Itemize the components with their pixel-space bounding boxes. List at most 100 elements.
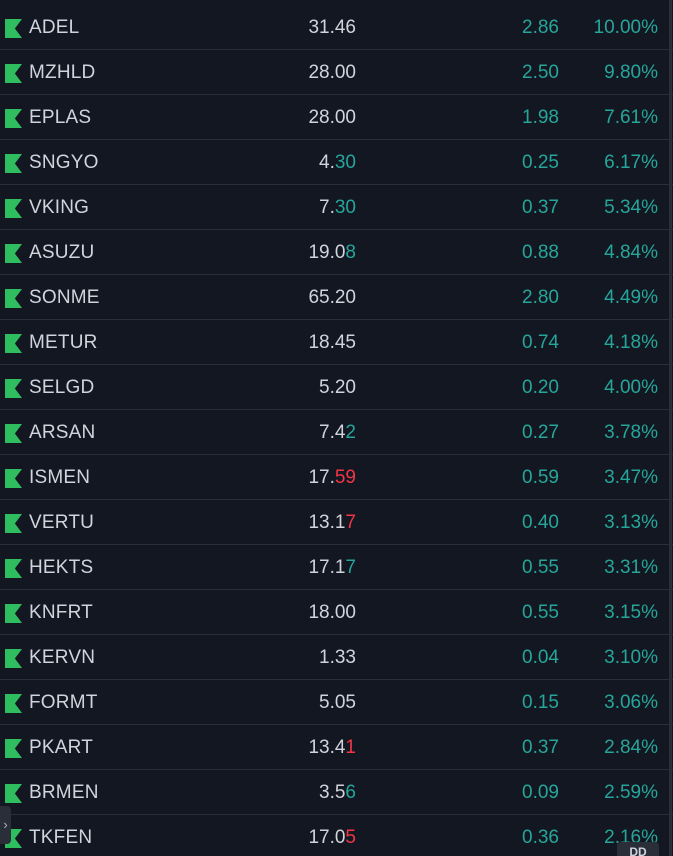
last-price: 18.00 xyxy=(308,602,356,624)
change-percent: 3.15% xyxy=(604,602,658,623)
watchlist-row[interactable]: PKART 13.41 0.37 2.84% xyxy=(0,725,673,770)
change-value: 0.27 xyxy=(522,422,559,443)
last-price-main: 13.4 xyxy=(308,737,346,758)
flag-icon[interactable] xyxy=(5,514,22,533)
last-price-main: 18.00 xyxy=(308,602,356,623)
flag-icon[interactable] xyxy=(5,64,22,83)
symbol-label: ADEL xyxy=(29,17,80,38)
watchlist-row[interactable]: MZHLD 28.00 2.50 9.80% xyxy=(0,50,673,95)
symbol-label: KNFRT xyxy=(29,602,93,623)
change-value: 0.88 xyxy=(522,242,559,263)
flag-icon[interactable] xyxy=(5,154,22,173)
watchlist-row[interactable]: METUR 18.45 0.74 4.18% xyxy=(0,320,673,365)
change-percent: 2.59% xyxy=(604,782,658,803)
watchlist-row[interactable]: ADEL 31.46 2.86 10.00% xyxy=(0,5,673,50)
watchlist-row[interactable]: SNGYO 4.30 0.25 6.17% xyxy=(0,140,673,185)
last-price-main: 5.20 xyxy=(319,377,356,398)
last-price-main: 17. xyxy=(308,467,335,488)
symbol-label: ARSAN xyxy=(29,422,96,443)
symbol-label: TKFEN xyxy=(29,827,93,848)
watchlist-row[interactable]: EPLAS 28.00 1.98 7.61% xyxy=(0,95,673,140)
watchlist-row[interactable]: VKING 7.30 0.37 5.34% xyxy=(0,185,673,230)
flag-icon[interactable] xyxy=(5,649,22,668)
last-price: 13.41 xyxy=(308,737,356,759)
change-value: 0.37 xyxy=(522,737,559,758)
last-price-main: 13.1 xyxy=(308,512,346,533)
watchlist-row[interactable]: SELGD 5.20 0.20 4.00% xyxy=(0,365,673,410)
last-price-main: 17.0 xyxy=(308,827,346,848)
change-value: 0.15 xyxy=(522,692,559,713)
change-value: 0.04 xyxy=(522,647,559,668)
corner-badge[interactable]: DD xyxy=(617,842,659,856)
flag-icon[interactable] xyxy=(5,379,22,398)
flag-icon[interactable] xyxy=(5,109,22,128)
flag-icon[interactable] xyxy=(5,19,22,38)
last-price-main: 5.05 xyxy=(319,692,356,713)
last-price: 13.17 xyxy=(308,512,356,534)
change-percent: 4.18% xyxy=(604,332,658,353)
change-percent: 10.00% xyxy=(593,17,658,38)
flag-icon[interactable] xyxy=(5,784,22,803)
watchlist-row[interactable]: ASUZU 19.08 0.88 4.84% xyxy=(0,230,673,275)
change-value: 0.09 xyxy=(522,782,559,803)
flag-icon[interactable] xyxy=(5,739,22,758)
flag-icon[interactable] xyxy=(5,244,22,263)
watchlist-row[interactable]: VERTU 13.17 0.40 3.13% xyxy=(0,500,673,545)
last-price: 28.00 xyxy=(308,107,356,129)
change-value: 2.86 xyxy=(522,17,559,38)
last-price-main: 28.00 xyxy=(308,62,356,83)
change-value: 0.37 xyxy=(522,197,559,218)
last-price-main: 28.00 xyxy=(308,107,356,128)
last-price: 4.30 xyxy=(319,152,356,174)
watchlist-row[interactable]: KERVN 1.33 0.04 3.10% xyxy=(0,635,673,680)
last-price-highlight: 59 xyxy=(334,467,356,488)
symbol-label: KERVN xyxy=(29,647,96,668)
change-percent: 4.49% xyxy=(604,287,658,308)
last-price-highlight: 7 xyxy=(345,557,356,578)
last-price: 18.45 xyxy=(308,332,356,354)
change-percent: 3.10% xyxy=(604,647,658,668)
last-price-main: 19.0 xyxy=(308,242,346,263)
flag-icon[interactable] xyxy=(5,604,22,623)
change-value: 0.55 xyxy=(522,557,559,578)
last-price: 5.20 xyxy=(319,377,356,399)
flag-icon[interactable] xyxy=(5,334,22,353)
flag-icon[interactable] xyxy=(5,694,22,713)
watchlist: ADEL 31.46 2.86 10.00% MZHLD 28.00 2.50 9.80% EP… xyxy=(0,5,673,856)
watchlist-row[interactable]: KNFRT 18.00 0.55 3.15% xyxy=(0,590,673,635)
expand-panel-handle[interactable]: › xyxy=(0,806,11,844)
flag-icon[interactable] xyxy=(5,469,22,488)
change-value: 2.50 xyxy=(522,62,559,83)
last-price-highlight: 7 xyxy=(345,512,356,533)
last-price: 17.05 xyxy=(308,827,356,849)
change-value: 0.36 xyxy=(522,827,559,848)
last-price-main: 31.46 xyxy=(308,17,356,38)
flag-icon[interactable] xyxy=(5,559,22,578)
watchlist-row[interactable]: HEKTS 17.17 0.55 3.31% xyxy=(0,545,673,590)
symbol-label: PKART xyxy=(29,737,94,758)
symbol-label: MZHLD xyxy=(29,62,96,83)
symbol-label: VKING xyxy=(29,197,90,218)
watchlist-row[interactable]: TKFEN 17.05 0.36 2.16% xyxy=(0,815,673,856)
scrollbar[interactable] xyxy=(669,0,672,856)
change-percent: 3.06% xyxy=(604,692,658,713)
symbol-label: FORMT xyxy=(29,692,98,713)
watchlist-row[interactable]: FORMT 5.05 0.15 3.06% xyxy=(0,680,673,725)
symbol-label: METUR xyxy=(29,332,98,353)
change-percent: 9.80% xyxy=(604,62,658,83)
change-percent: 2.84% xyxy=(604,737,658,758)
last-price: 7.42 xyxy=(319,422,356,444)
change-value: 0.59 xyxy=(522,467,559,488)
watchlist-row[interactable]: SONME 65.20 2.80 4.49% xyxy=(0,275,673,320)
symbol-label: ASUZU xyxy=(29,242,95,263)
change-value: 0.25 xyxy=(522,152,559,173)
flag-icon[interactable] xyxy=(5,199,22,218)
flag-icon[interactable] xyxy=(5,289,22,308)
flag-icon[interactable] xyxy=(5,424,22,443)
watchlist-row[interactable]: ARSAN 7.42 0.27 3.78% xyxy=(0,410,673,455)
watchlist-row[interactable]: BRMEN 3.56 0.09 2.59% xyxy=(0,770,673,815)
watchlist-row[interactable]: ISMEN 17.59 0.59 3.47% xyxy=(0,455,673,500)
change-percent: 4.84% xyxy=(604,242,658,263)
change-percent: 3.31% xyxy=(604,557,658,578)
last-price: 28.00 xyxy=(308,62,356,84)
